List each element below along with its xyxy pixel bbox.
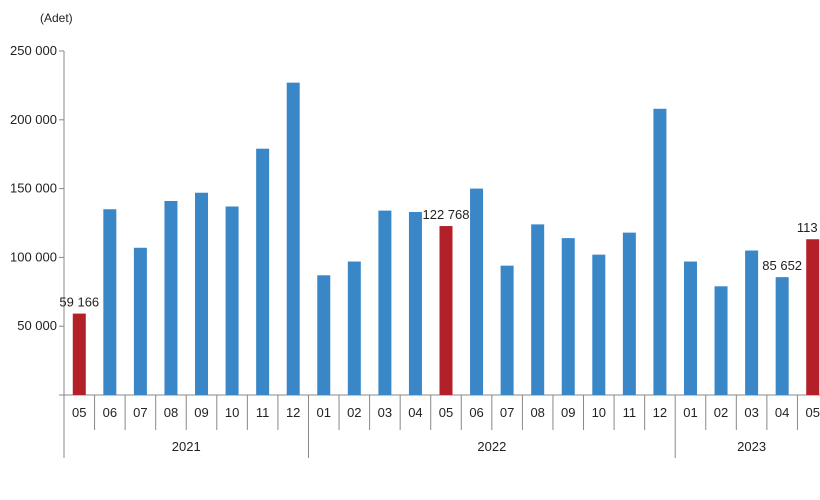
y-axis-unit-label: (Adet): [40, 11, 73, 25]
x-tick-label: 05: [805, 405, 819, 420]
x-tick-label: 03: [378, 405, 392, 420]
bar: [775, 277, 789, 395]
bars: [72, 82, 820, 396]
bar-highlight: [439, 226, 453, 395]
bar: [286, 82, 300, 395]
bar: [500, 265, 514, 395]
bar-highlight: [806, 239, 820, 395]
bar: [103, 209, 117, 395]
x-tick-label: 08: [164, 405, 178, 420]
x-tick-label: 06: [103, 405, 117, 420]
bar: [653, 108, 667, 396]
x-tick-label: 09: [561, 405, 575, 420]
bar-highlight: [72, 313, 86, 395]
y-tick-label: 100 000: [10, 249, 57, 264]
bar: [378, 210, 392, 395]
x-tick-label: 01: [317, 405, 331, 420]
bar: [317, 275, 331, 395]
x-tick-label: 12: [653, 405, 667, 420]
bar: [195, 192, 209, 395]
bar: [408, 211, 422, 395]
data-labels: 59 166 122 768 85 652 113 2: [59, 207, 820, 310]
bar: [531, 224, 545, 395]
x-axis: 05 06 07 08 09 10 11 12 01 02 03 04 05 06 07 08 09 10 11 12…: [59, 394, 820, 458]
x-tick-label: 11: [623, 405, 637, 420]
x-tick-label: 05: [72, 405, 86, 420]
y-tick-label: 250 000: [10, 43, 57, 58]
year-label: 2021: [172, 439, 201, 454]
bar: [683, 261, 697, 395]
bar: [347, 261, 361, 395]
x-tick-label: 04: [408, 405, 422, 420]
x-tick-label: 08: [530, 405, 544, 420]
x-tick-label: 12: [286, 405, 300, 420]
x-tick-label: 02: [347, 405, 361, 420]
bar-value-label: 113 2: [797, 220, 820, 235]
x-tick-label: 07: [500, 405, 514, 420]
y-tick-label: 150 000: [10, 181, 57, 196]
y-tick-label: 200 000: [10, 112, 57, 127]
x-tick-label: 04: [775, 405, 789, 420]
bar: [256, 148, 270, 395]
x-tick-label: 01: [683, 405, 697, 420]
x-tick-label: 10: [592, 405, 606, 420]
bar: [592, 254, 606, 395]
year-label: 2022: [477, 439, 506, 454]
bar: [470, 188, 484, 395]
bar-value-label: 122 768: [423, 207, 470, 222]
y-tick-label: 50 000: [17, 318, 57, 333]
bar: [164, 200, 178, 395]
bar: [622, 232, 636, 395]
bar: [133, 247, 147, 395]
bar: [561, 238, 575, 395]
bar-value-label: 85 652: [762, 258, 802, 273]
year-label: 2023: [737, 439, 766, 454]
bar: [745, 250, 759, 395]
bar-value-label: 59 166: [59, 295, 99, 310]
bar: [714, 286, 728, 395]
x-tick-label: 03: [744, 405, 758, 420]
bar: [225, 206, 239, 395]
x-tick-label: 11: [256, 405, 270, 420]
x-tick-label: 09: [194, 405, 208, 420]
y-axis: 50 000 100 000 150 000 200 000 250 000: [10, 43, 65, 395]
x-tick-label: 10: [225, 405, 239, 420]
x-tick-label: 07: [133, 405, 147, 420]
x-tick-label: 02: [714, 405, 728, 420]
x-tick-label: 06: [469, 405, 483, 420]
x-tick-label: 05: [439, 405, 453, 420]
